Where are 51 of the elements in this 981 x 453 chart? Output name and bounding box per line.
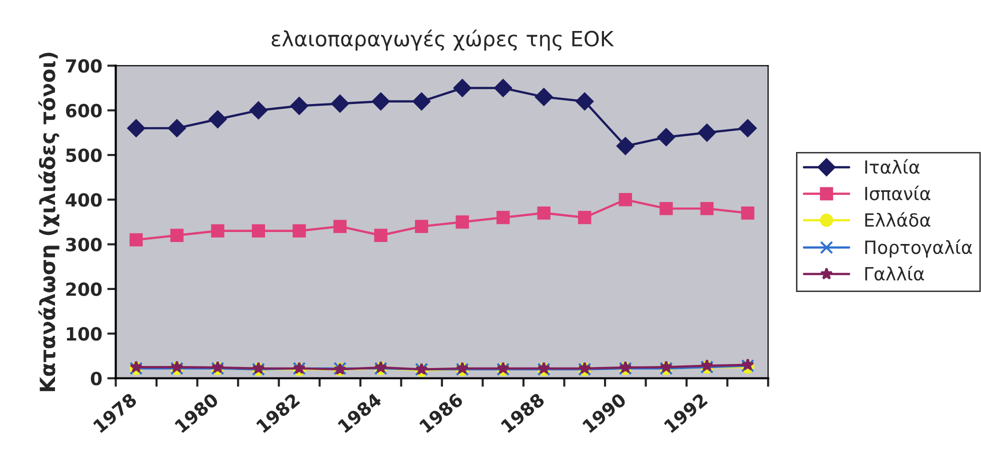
point <box>496 210 510 224</box>
point <box>660 202 673 216</box>
point <box>578 210 592 224</box>
point <box>290 96 308 115</box>
point <box>741 206 754 220</box>
point <box>292 224 306 238</box>
point <box>700 359 714 372</box>
legend-label: Ισπανία <box>865 186 930 200</box>
legend-label: Πορτογαλία <box>865 239 972 258</box>
y-tick-label: 700 <box>66 59 102 73</box>
point <box>616 137 634 155</box>
y-tick-label: 200 <box>66 282 102 296</box>
point <box>252 224 266 238</box>
point <box>168 119 186 138</box>
chart-title: ελαιοπαραγωγές χώρες της ΕΟΚ <box>272 30 614 51</box>
point <box>698 124 716 142</box>
point <box>414 220 428 234</box>
y-tick-label: 500 <box>66 148 102 162</box>
point <box>250 101 268 120</box>
point <box>738 119 757 138</box>
legend-label: Ελλάδα <box>865 212 930 227</box>
point <box>456 215 469 229</box>
point <box>372 92 390 110</box>
point <box>660 360 673 373</box>
point <box>453 79 472 97</box>
point <box>333 220 347 234</box>
legend-label: Ιταλία <box>865 159 920 174</box>
point <box>130 360 142 373</box>
y-tick-label: 600 <box>66 104 102 118</box>
point <box>127 119 146 138</box>
point <box>170 228 184 242</box>
point <box>576 92 594 110</box>
point <box>494 79 512 97</box>
point <box>211 224 224 238</box>
point <box>374 228 388 242</box>
point <box>700 202 714 216</box>
legend-label: Γαλλία <box>865 266 924 281</box>
point <box>331 94 349 113</box>
y-tick-label: 0 <box>90 372 102 386</box>
point <box>618 193 632 206</box>
y-tick-label: 400 <box>66 193 102 207</box>
point <box>412 92 430 110</box>
y-axis-title: Κατανάλωση (χιλιάδες τόνοι) <box>38 52 60 392</box>
y-tick-label: 100 <box>66 327 102 341</box>
point <box>534 88 553 106</box>
y-tick-label: 300 <box>66 238 102 252</box>
point <box>537 206 550 220</box>
point <box>657 128 676 146</box>
point <box>170 360 184 373</box>
point <box>130 233 143 246</box>
point <box>208 110 227 128</box>
